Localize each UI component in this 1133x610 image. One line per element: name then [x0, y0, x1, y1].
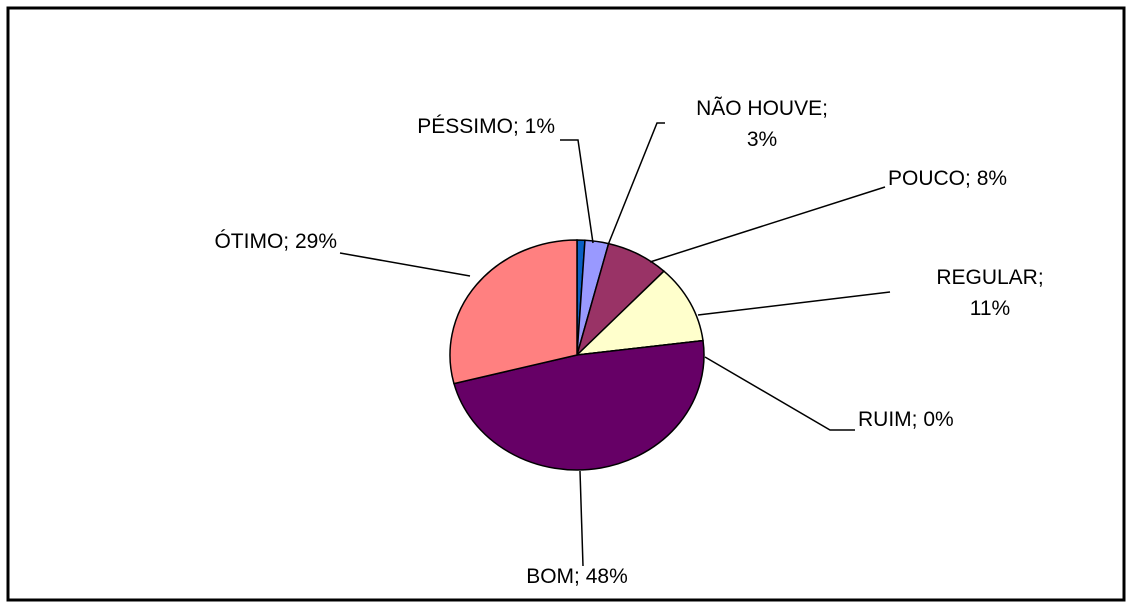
category-label: REGULAR;	[936, 266, 1043, 289]
data-label: BOM; 48%	[526, 565, 628, 588]
category-label: POUCO;	[888, 167, 971, 190]
leader-line	[560, 139, 594, 244]
category-label: PÉSSIMO;	[417, 115, 519, 138]
category-label: NÃO HOUVE;	[696, 96, 828, 120]
pie-slice	[453, 339, 705, 471]
leader-line	[704, 356, 855, 431]
leader-line	[607, 122, 665, 246]
category-label: BOM;	[526, 565, 580, 588]
value-label: 11%	[970, 297, 1010, 320]
data-label: REGULAR; 11%	[936, 266, 1043, 320]
leader-line	[579, 470, 584, 567]
data-label: PÉSSIMO; 1%	[417, 115, 555, 138]
leader-line	[697, 291, 891, 316]
value-label: 29%	[295, 230, 337, 253]
category-label: RUIM;	[858, 408, 918, 431]
data-label: ÓTIMO; 29%	[214, 230, 337, 253]
value-label: 3%	[747, 128, 777, 151]
value-label: 1%	[525, 115, 555, 138]
leader-line	[339, 252, 471, 277]
leader-line	[649, 186, 886, 263]
data-label: NÃO HOUVE; 3%	[696, 96, 828, 151]
data-label: POUCO; 8%	[888, 167, 1007, 190]
data-label: RUIM; 0%	[858, 408, 954, 431]
value-label: 0%	[923, 408, 953, 431]
pie-slice	[449, 239, 578, 385]
value-label: 8%	[977, 167, 1007, 190]
category-label: ÓTIMO;	[214, 230, 289, 253]
pie-slice	[574, 270, 704, 356]
value-label: 48%	[586, 565, 628, 588]
